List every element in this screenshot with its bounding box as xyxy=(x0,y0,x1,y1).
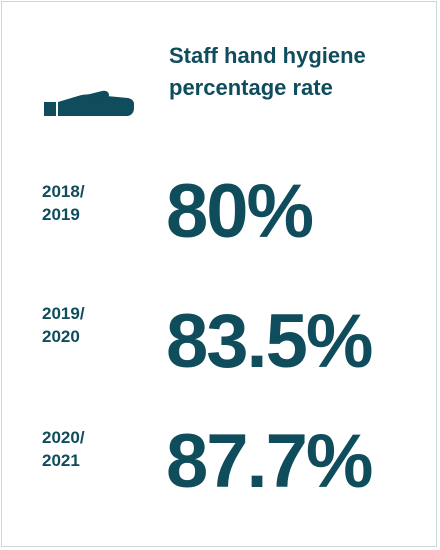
year-line1: 2020/ xyxy=(42,428,85,447)
stat-row: 2020/ 2021 87.7% xyxy=(2,410,438,530)
stat-row: 2018/ 2019 80% xyxy=(2,162,438,282)
year-line1: 2018/ xyxy=(42,182,85,201)
stat-row: 2019/ 2020 83.5% xyxy=(2,290,438,410)
year-line2: 2020 xyxy=(42,327,80,346)
percentage-value: 83.5% xyxy=(166,299,373,384)
year-label: 2019/ 2020 xyxy=(42,302,132,348)
page-title: Staff hand hygiene percentage rate xyxy=(169,43,366,100)
year-label: 2018/ 2019 xyxy=(42,180,132,226)
hand-icon xyxy=(44,90,134,116)
percentage-value: 87.7% xyxy=(166,419,373,504)
year-line1: 2019/ xyxy=(42,304,85,323)
percentage-value: 80% xyxy=(166,169,314,254)
year-line2: 2021 xyxy=(42,451,80,470)
year-label: 2020/ 2021 xyxy=(42,426,132,472)
year-line2: 2019 xyxy=(42,205,80,224)
